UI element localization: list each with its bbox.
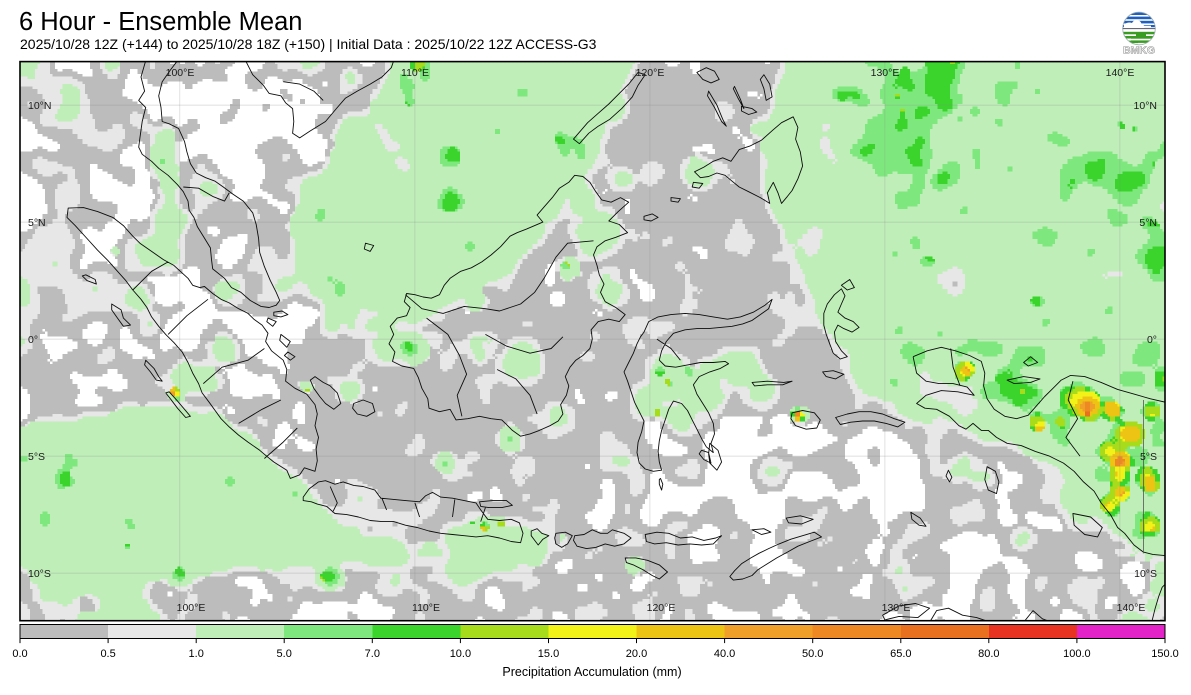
- svg-text:120°E: 120°E: [636, 67, 665, 79]
- svg-text:Precipitation Accumulation (mm: Precipitation Accumulation (mm): [502, 665, 681, 679]
- svg-text:0°: 0°: [1147, 334, 1157, 346]
- svg-text:5°S: 5°S: [28, 451, 45, 463]
- svg-text:130°E: 130°E: [882, 602, 911, 614]
- svg-text:0.0: 0.0: [12, 648, 27, 660]
- svg-text:100.0: 100.0: [1063, 648, 1091, 660]
- svg-text:10°S: 10°S: [28, 568, 51, 580]
- svg-text:10.0: 10.0: [450, 648, 471, 660]
- svg-text:110°E: 110°E: [401, 67, 429, 79]
- svg-text:10°N: 10°N: [28, 100, 51, 112]
- svg-text:140°E: 140°E: [1117, 602, 1146, 614]
- svg-text:50.0: 50.0: [802, 648, 823, 660]
- svg-text:140°E: 140°E: [1106, 67, 1135, 79]
- svg-text:100°E: 100°E: [177, 602, 206, 614]
- svg-text:7.0: 7.0: [365, 648, 380, 660]
- svg-text:5°N: 5°N: [28, 217, 46, 229]
- svg-text:2025/10/28 12Z (+144) to 2025/: 2025/10/28 12Z (+144) to 2025/10/28 18Z …: [20, 36, 597, 52]
- svg-text:15.0: 15.0: [538, 648, 559, 660]
- svg-text:80.0: 80.0: [978, 648, 999, 660]
- svg-text:20.0: 20.0: [626, 648, 647, 660]
- svg-text:10°S: 10°S: [1134, 568, 1157, 580]
- svg-text:5°N: 5°N: [1139, 217, 1157, 229]
- svg-text:6 Hour - Ensemble Mean: 6 Hour - Ensemble Mean: [19, 8, 302, 36]
- svg-text:120°E: 120°E: [647, 602, 676, 614]
- svg-text:65.0: 65.0: [890, 648, 911, 660]
- svg-text:5°S: 5°S: [1140, 451, 1157, 463]
- svg-text:40.0: 40.0: [714, 648, 735, 660]
- svg-text:110°E: 110°E: [412, 602, 440, 614]
- svg-text:BMKG: BMKG: [1123, 45, 1155, 57]
- svg-text:130°E: 130°E: [871, 67, 900, 79]
- svg-text:0.5: 0.5: [100, 648, 115, 660]
- svg-text:100°E: 100°E: [166, 67, 195, 79]
- svg-text:150.0: 150.0: [1151, 648, 1179, 660]
- svg-text:0°: 0°: [28, 334, 38, 346]
- svg-text:5.0: 5.0: [277, 648, 292, 660]
- svg-text:10°N: 10°N: [1134, 100, 1157, 112]
- svg-text:1.0: 1.0: [189, 648, 204, 660]
